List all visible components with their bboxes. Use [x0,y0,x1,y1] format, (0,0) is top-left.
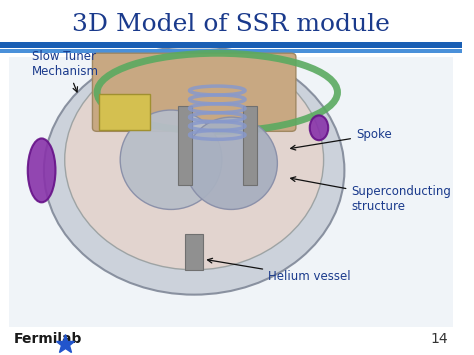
Bar [0,42,462,48]
Ellipse shape [65,50,324,270]
FancyBboxPatch shape [100,94,150,130]
FancyBboxPatch shape [92,53,296,131]
Ellipse shape [310,115,328,140]
Bar [9,57,453,327]
Text: Slow Tuner
Mechanism: Slow Tuner Mechanism [32,50,100,92]
Text: Helium vessel: Helium vessel [208,258,351,283]
Bar [178,106,192,185]
Text: 3D Model of SSR module: 3D Model of SSR module [72,13,390,36]
Ellipse shape [44,46,345,295]
Text: Fermilab: Fermilab [14,332,82,346]
Bar [0,49,462,53]
Text: 14: 14 [431,332,448,346]
Bar [243,106,256,185]
Ellipse shape [185,117,277,209]
Bar [185,234,203,270]
Ellipse shape [120,110,222,209]
Text: Spoke: Spoke [291,129,392,150]
Text: Superconducting
structure: Superconducting structure [291,177,451,213]
Ellipse shape [28,138,55,202]
